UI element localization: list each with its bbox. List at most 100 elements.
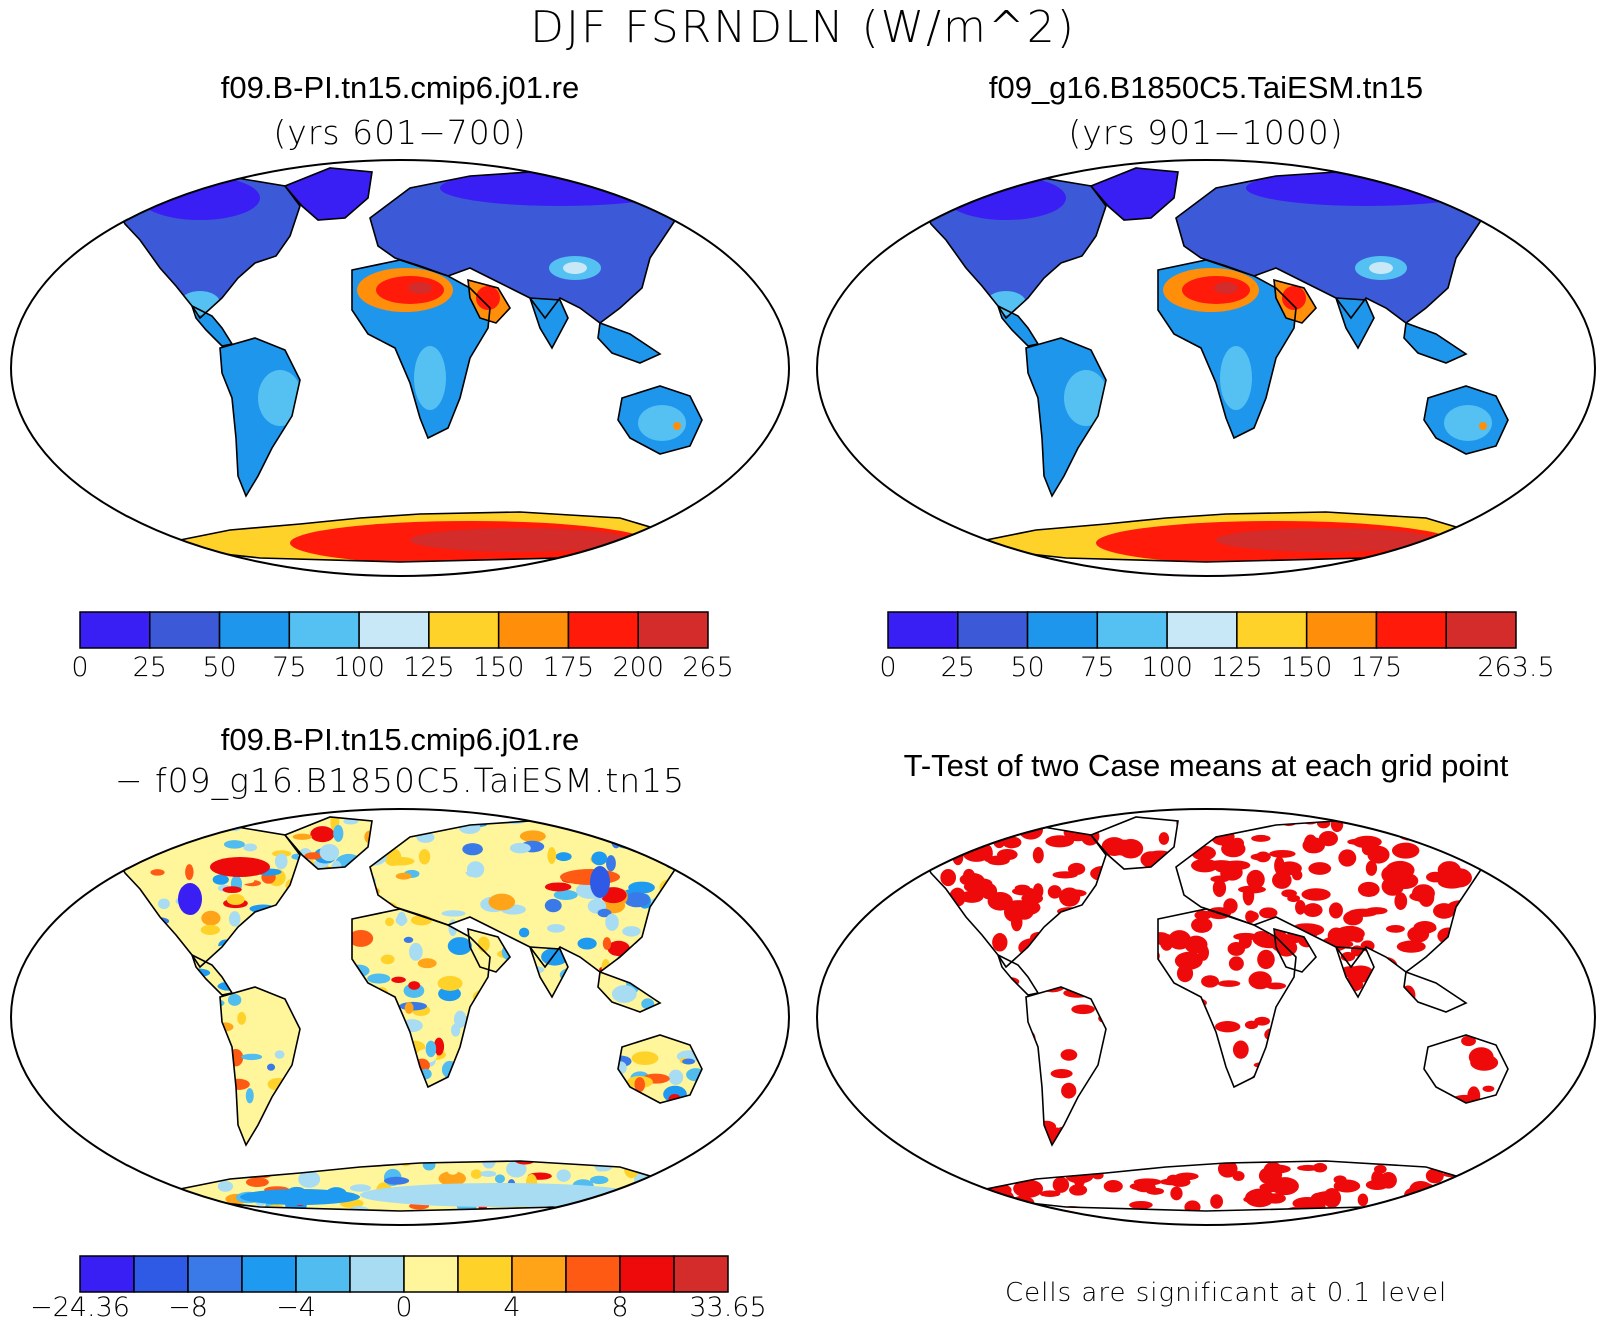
diff-cell [168, 1111, 179, 1124]
diff-cell [259, 1158, 274, 1168]
significant-cell [1263, 1161, 1283, 1180]
significant-cell [1191, 917, 1213, 933]
colorbar-swatch [1096, 611, 1168, 649]
diff-cell [169, 941, 179, 949]
significant-cell [1219, 1110, 1232, 1129]
diff-cell [195, 1073, 218, 1089]
significant-cell [1245, 910, 1257, 924]
significant-cell [1335, 940, 1354, 948]
diff-cell [460, 1094, 477, 1105]
diff-cell [506, 1160, 527, 1178]
diff-cell [241, 1053, 263, 1061]
coastline [467, 278, 511, 324]
significant-cell [1214, 863, 1235, 873]
diff-cell [517, 1055, 534, 1067]
significant-cell [1217, 980, 1241, 987]
diff-cell [480, 1170, 497, 1177]
significant-cell [1459, 817, 1476, 832]
significant-cell [1281, 1106, 1304, 1121]
colorbar-tick-label: 8 [611, 1292, 629, 1323]
significant-cell [947, 838, 962, 852]
significant-cell [981, 1022, 1012, 1032]
significant-cell [1496, 1197, 1508, 1209]
significant-cell [1138, 1083, 1167, 1092]
diff-cell [404, 1002, 414, 1014]
diff-cell [335, 1079, 356, 1098]
field-contour [986, 291, 1026, 315]
significant-cell [1001, 1154, 1030, 1167]
significant-cell [1113, 1078, 1133, 1097]
diff-cell [269, 1147, 296, 1162]
panel1-title: f09.B-PI.tn15.cmip6.j01.re [220, 70, 580, 105]
diff-cell [597, 908, 612, 918]
diff-cell [607, 1123, 628, 1137]
diff-cell [497, 1047, 515, 1065]
significant-cell [1496, 969, 1508, 980]
significant-cell [1060, 1049, 1078, 1061]
significant-cell [1330, 1025, 1351, 1034]
significant-cell [963, 868, 975, 882]
diff-cell [501, 943, 521, 961]
diff-cell [193, 1159, 220, 1167]
diff-cell [500, 1066, 510, 1081]
significant-cell [924, 961, 937, 979]
diff-cell [217, 1180, 234, 1192]
diff-cell [119, 1202, 131, 1211]
diff-cell [685, 840, 702, 852]
significant-cell [1252, 930, 1271, 946]
diff-cell [452, 1066, 479, 1076]
diff-cell [519, 1000, 538, 1008]
diff-cell [566, 1138, 588, 1145]
colorbar-swatch [241, 1255, 297, 1293]
diff-cell [546, 1088, 557, 1104]
diff-cell [340, 1132, 354, 1150]
diff-cell [409, 942, 423, 961]
significant-cell [982, 844, 993, 862]
diff-cell [636, 817, 654, 833]
diff-cell [682, 1192, 697, 1206]
significant-cell [1473, 995, 1494, 1007]
significant-cell [1002, 836, 1022, 849]
diff-cell [417, 958, 437, 969]
significant-cell [1354, 1090, 1377, 1111]
significant-cell [1371, 1045, 1392, 1058]
diff-cell [193, 1059, 207, 1073]
diff-cell [141, 1200, 157, 1211]
colorbar-tick-label: 4 [503, 1292, 521, 1323]
panel3-subtitle: − f09_g16.B1850C5.TaiESM.tn15 [114, 761, 686, 800]
diff-cell [605, 1027, 615, 1042]
significant-cell [924, 947, 945, 964]
diff-cell [489, 1099, 518, 1116]
significant-cell [957, 1031, 971, 1044]
land-eurasia [1176, 170, 1496, 323]
significant-cell [1400, 985, 1416, 1006]
significant-cell [940, 868, 957, 887]
coastline [149, 511, 682, 563]
diff-cell [118, 964, 123, 982]
significant-cell [950, 996, 967, 1007]
diff-cell [447, 937, 472, 956]
diff-cell [245, 1177, 269, 1188]
significant-cell [1052, 1176, 1070, 1193]
diff-cell [118, 995, 137, 1011]
diff-cell [173, 1123, 188, 1135]
diff-cell [580, 1042, 600, 1051]
significant-cell [1176, 817, 1203, 831]
significant-cell [1041, 954, 1064, 974]
diff-cell [118, 962, 131, 978]
map-frame [10, 808, 790, 1226]
diff-cell [553, 889, 578, 900]
diff-cell [656, 1109, 676, 1125]
significant-cell [924, 982, 950, 1001]
panel3-colorbar [79, 1255, 729, 1293]
diff-cell [479, 1018, 489, 1028]
diff-cell [694, 1126, 702, 1135]
diff-cell [155, 1070, 164, 1079]
diff-cell [106, 934, 115, 945]
diff-cell [118, 818, 131, 827]
significant-cell [1449, 817, 1476, 826]
significant-cell [1003, 902, 1023, 922]
colorbar-swatch [957, 611, 1029, 649]
coastline [1025, 986, 1107, 1147]
colorbar-swatch [1445, 611, 1517, 649]
